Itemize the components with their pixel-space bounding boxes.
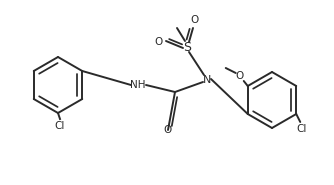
- Text: S: S: [183, 41, 191, 53]
- Text: Cl: Cl: [55, 121, 65, 131]
- Text: NH: NH: [130, 80, 146, 90]
- Text: O: O: [155, 37, 163, 47]
- Text: Cl: Cl: [296, 124, 306, 134]
- Text: O: O: [164, 125, 172, 135]
- Text: N: N: [203, 75, 211, 85]
- Text: O: O: [235, 71, 244, 81]
- Text: O: O: [191, 15, 199, 25]
